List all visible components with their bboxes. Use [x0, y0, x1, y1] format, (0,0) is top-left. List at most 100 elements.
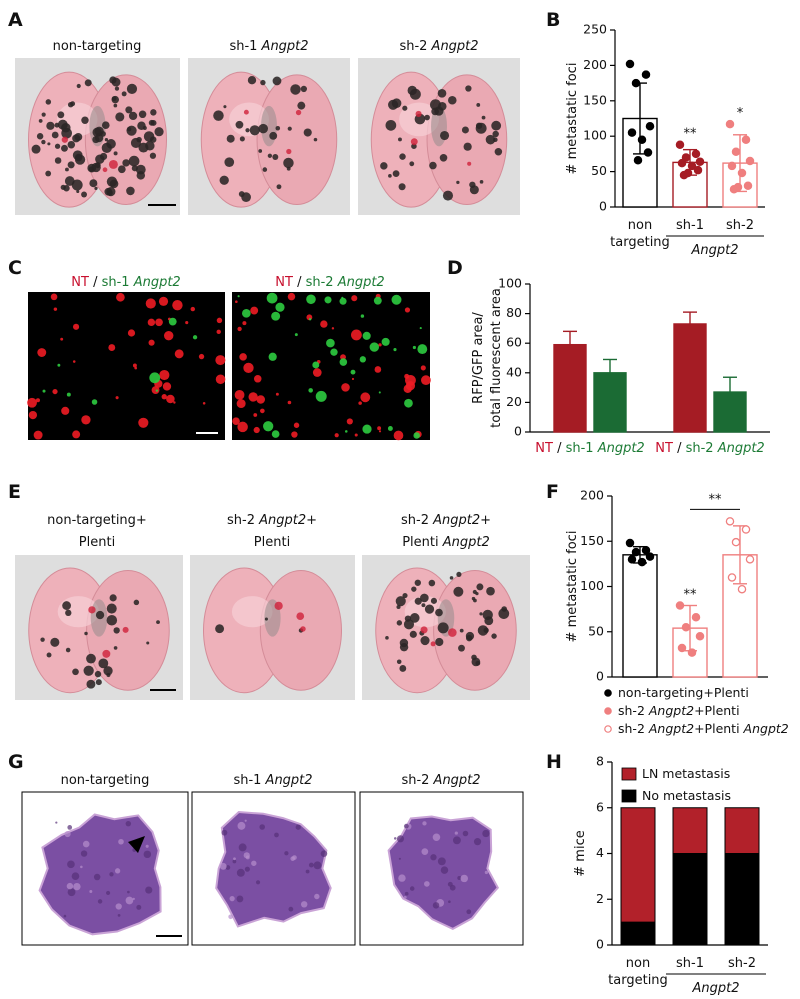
metastasis	[238, 191, 245, 197]
data-point	[727, 573, 737, 582]
significance-label: *	[737, 106, 744, 121]
hemorrhage	[467, 161, 472, 166]
red-cells	[72, 360, 76, 363]
legend-marker	[604, 725, 612, 733]
red-cells	[108, 344, 116, 352]
metastasis	[84, 79, 92, 87]
legend-label: sh-2 Angpt2+Plenti Angpt2	[618, 721, 789, 736]
red-cells	[53, 307, 58, 311]
metastasis	[150, 109, 157, 116]
metastasis	[125, 106, 133, 114]
metastasis	[138, 142, 149, 153]
red-cells	[145, 298, 156, 309]
red-cells	[161, 394, 167, 400]
data-point	[631, 547, 641, 557]
tissue-texture	[314, 893, 320, 900]
red-cells	[354, 433, 358, 437]
green-cells	[237, 295, 240, 298]
metastasis	[283, 157, 294, 169]
data-point	[637, 557, 647, 567]
metastasis	[399, 153, 406, 160]
green-cells	[339, 297, 347, 305]
hemorrhage	[300, 626, 306, 632]
tissue-texture	[457, 876, 462, 881]
metastasis	[297, 101, 306, 110]
tissue-texture	[228, 914, 233, 920]
metastasis	[235, 120, 244, 129]
significance-label: **	[684, 126, 698, 141]
green-cells	[271, 311, 281, 321]
lung-lobe	[84, 74, 168, 205]
metastasis	[476, 103, 481, 107]
red-cells	[287, 400, 292, 405]
metastasis	[428, 579, 436, 587]
green-cells	[266, 292, 278, 304]
data-point	[737, 584, 747, 594]
image-label: sh-2 Angpt2+	[227, 513, 317, 528]
red-cells	[334, 433, 339, 438]
metastasis	[143, 131, 155, 142]
metastasis	[65, 647, 71, 653]
metastasis	[121, 91, 127, 97]
green-cells	[57, 363, 61, 367]
green-cells	[155, 389, 159, 392]
y-tick-label: 20	[506, 394, 522, 409]
metastasis	[62, 601, 71, 610]
green-cells	[393, 348, 397, 352]
red-cells	[232, 417, 240, 425]
metastasis	[95, 610, 105, 620]
metastasis	[262, 167, 268, 172]
metastasis	[463, 142, 472, 151]
metastasis	[492, 130, 499, 138]
red-cells	[393, 430, 404, 441]
y-axis-label: RFP/GFP area/	[471, 312, 486, 404]
data-point	[679, 170, 689, 180]
metastasis	[215, 624, 225, 634]
y-tick-label: 8	[596, 754, 604, 769]
metastasis	[99, 152, 108, 161]
metastasis	[272, 76, 282, 86]
metastasis	[449, 576, 454, 580]
metastasis	[106, 176, 118, 187]
red-cells	[312, 368, 322, 377]
tissue-texture	[67, 888, 76, 897]
y-tick-label: 100	[583, 128, 607, 143]
red-cells	[138, 417, 149, 428]
hemorrhage	[448, 628, 457, 637]
metastasis	[54, 143, 61, 149]
green-cells	[381, 337, 390, 346]
red-cells	[81, 415, 91, 425]
x-tick-label: non	[626, 956, 650, 971]
data-point	[731, 147, 741, 157]
metastasis	[260, 79, 266, 86]
metastasis	[475, 591, 479, 596]
tissue-texture	[421, 848, 429, 855]
metastasis	[399, 638, 409, 648]
metastasis	[126, 83, 138, 94]
tissue-texture	[221, 829, 228, 836]
x-tick-label: targeting	[608, 973, 668, 988]
metastasis	[287, 126, 292, 131]
red-cells	[216, 317, 223, 324]
red-cells	[253, 413, 258, 417]
hemorrhage	[296, 612, 305, 621]
panel-letter: D	[447, 257, 463, 279]
tissue-texture	[424, 881, 430, 887]
red-cells	[202, 402, 206, 405]
legend-label: non-targeting+Plenti	[618, 685, 749, 700]
bar	[673, 323, 707, 433]
red-cells	[351, 329, 362, 341]
green-cells	[344, 430, 348, 433]
metastasis	[98, 658, 109, 669]
red-cells	[358, 401, 362, 405]
tissue-texture	[143, 850, 152, 859]
red-cells	[256, 395, 266, 404]
metastasis	[481, 115, 486, 120]
data-point	[675, 140, 685, 149]
bar-segment	[672, 807, 708, 854]
green-cells	[373, 296, 382, 305]
metastasis	[435, 608, 443, 617]
tissue-texture	[67, 825, 73, 830]
data-point	[731, 537, 741, 547]
tissue-texture	[398, 874, 406, 882]
